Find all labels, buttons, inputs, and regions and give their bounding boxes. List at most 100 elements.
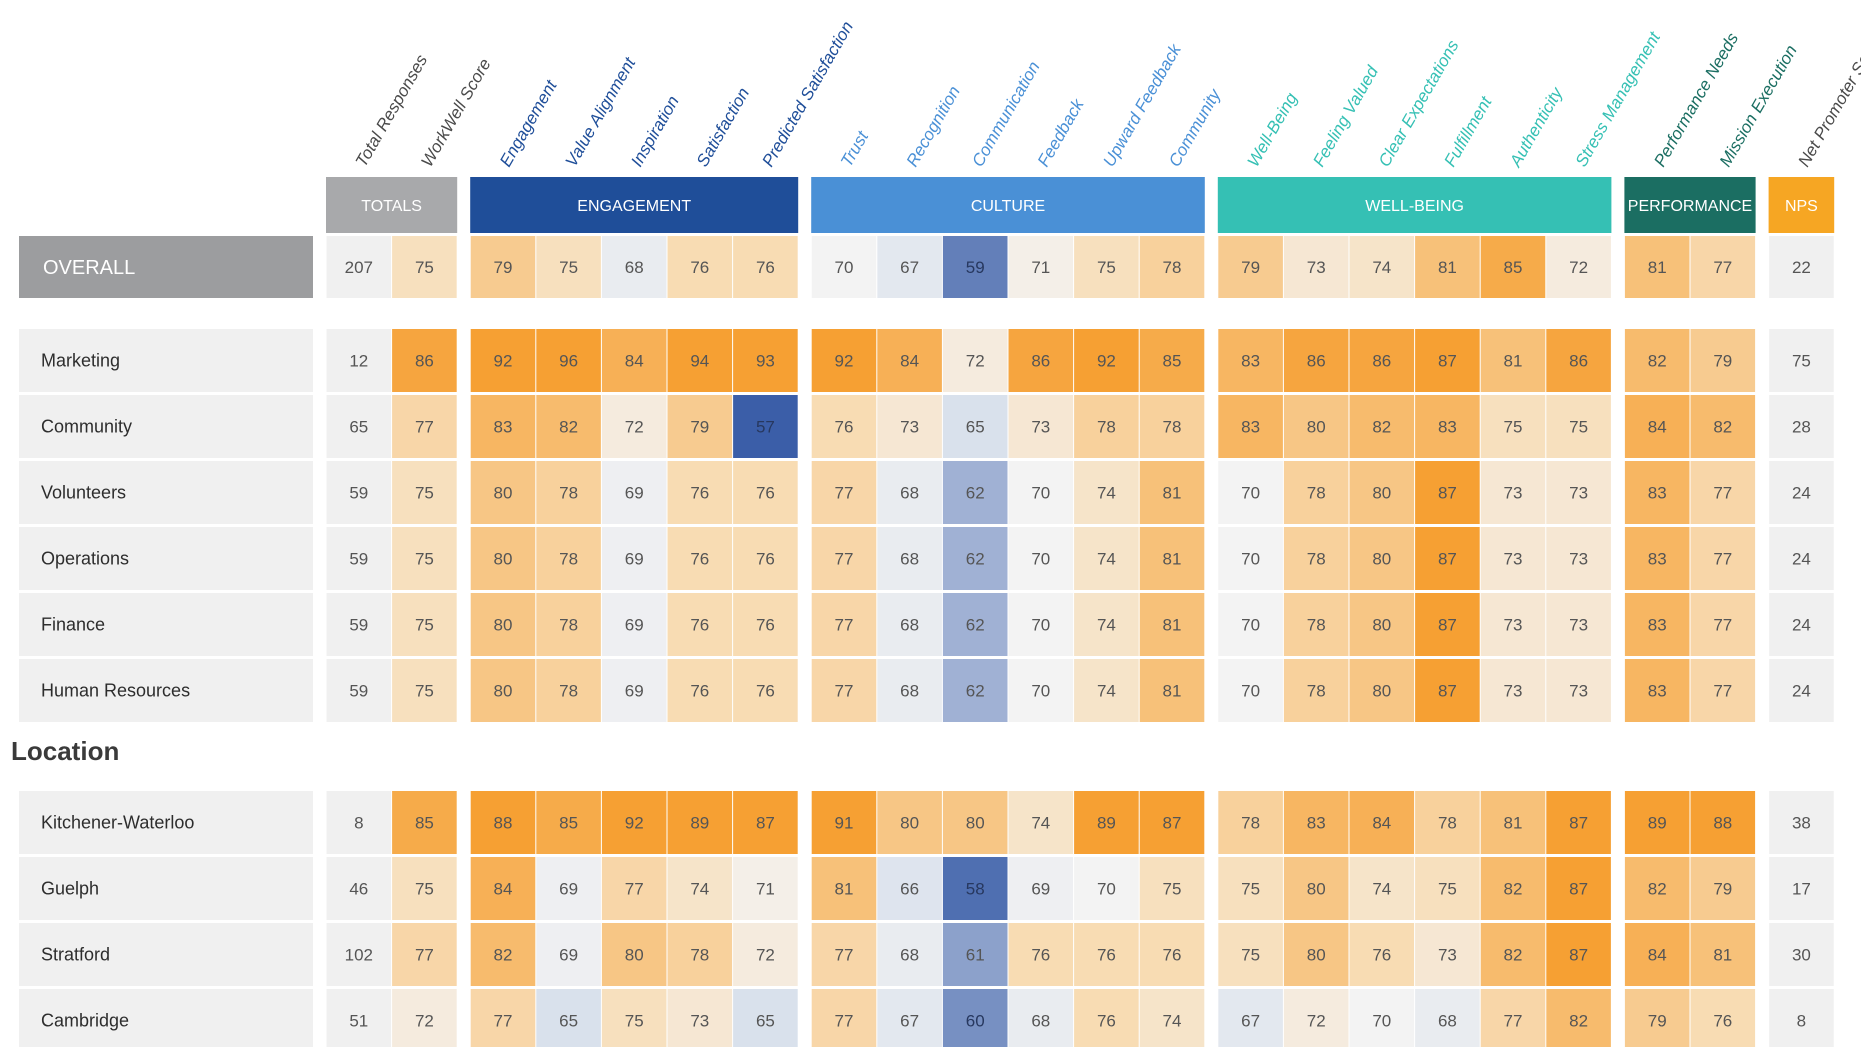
row-cell: [811, 527, 877, 590]
row-value: 77: [1713, 550, 1732, 569]
row-cell: [1074, 593, 1139, 656]
row-value: 83: [1648, 550, 1667, 569]
row-cell: [601, 395, 667, 458]
row-cell: [1769, 329, 1834, 392]
row-value: 82: [1504, 946, 1523, 965]
row-cell: [1074, 461, 1139, 524]
row-cell: [1283, 791, 1349, 854]
overall-cell: [1690, 236, 1756, 298]
row-cell: [1139, 329, 1205, 392]
row-cell: [1218, 989, 1283, 1047]
row-cell: [1769, 989, 1834, 1047]
row-value: 80: [494, 484, 513, 503]
overall-cell: [326, 236, 392, 298]
row-value: 77: [835, 946, 854, 965]
row-value: 87: [1438, 682, 1457, 701]
row-cell: [733, 857, 798, 920]
overall-value: 207: [345, 258, 373, 277]
row-cell: [1624, 923, 1690, 986]
row-cell: [1690, 395, 1756, 458]
row-cell: [733, 791, 798, 854]
row-cell: [1769, 593, 1834, 656]
overall-cell: [1624, 236, 1690, 298]
row-value: 73: [900, 418, 919, 437]
column-label: Fulfillment: [1440, 92, 1496, 170]
row-cell: [392, 923, 457, 986]
row-value: 78: [1097, 418, 1116, 437]
row-cell: [1218, 461, 1283, 524]
row-cell: [1415, 461, 1480, 524]
row-value: 92: [1097, 352, 1116, 371]
row-value: 81: [1504, 814, 1523, 833]
row-cell: [811, 659, 877, 722]
row-value: 65: [349, 418, 368, 437]
column-label: Well-Being: [1244, 89, 1302, 170]
row-cell: [536, 395, 601, 458]
row-value: 83: [1648, 616, 1667, 635]
row-cell: [1769, 461, 1834, 524]
overall-value: 71: [1031, 258, 1050, 277]
row-cell: [1139, 857, 1205, 920]
row-value: 74: [1097, 550, 1116, 569]
row-value: 76: [690, 550, 709, 569]
row-value: 74: [690, 880, 709, 899]
row-cell: [877, 659, 942, 722]
section-title: Location: [11, 736, 119, 766]
row-value: 79: [1713, 880, 1732, 899]
row-value: 77: [1713, 484, 1732, 503]
row-cell: [470, 857, 536, 920]
row-value: 75: [1438, 880, 1457, 899]
row-cell: [1480, 923, 1546, 986]
row-label-bg: [19, 329, 313, 392]
row-value: 72: [966, 352, 985, 371]
row-value: 77: [1713, 682, 1732, 701]
row-cell: [1139, 923, 1205, 986]
row-cell: [1008, 659, 1074, 722]
row-cell: [811, 461, 877, 524]
row-cell: [1074, 527, 1139, 590]
row-value: 72: [625, 418, 644, 437]
row-value: 92: [835, 352, 854, 371]
row-cell: [1415, 527, 1480, 590]
row-value: 74: [1097, 484, 1116, 503]
row-cell: [733, 593, 798, 656]
row-value: 70: [1241, 682, 1260, 701]
row-value: 24: [1792, 550, 1811, 569]
row-value: 83: [1648, 682, 1667, 701]
row-cell: [392, 857, 457, 920]
row-cell: [1008, 989, 1074, 1047]
row-cell: [1624, 527, 1690, 590]
row-cell: [1769, 923, 1834, 986]
row-value: 81: [1163, 616, 1182, 635]
row-value: 12: [349, 352, 368, 371]
row-cell: [733, 923, 798, 986]
row-value: 84: [1648, 418, 1667, 437]
row-value: 70: [1241, 550, 1260, 569]
row-cell: [1690, 791, 1756, 854]
overall-value: 22: [1792, 258, 1811, 277]
row-value: 78: [1307, 550, 1326, 569]
row-cell: [1218, 329, 1283, 392]
row-cell: [392, 791, 457, 854]
row-cell: [667, 923, 733, 986]
row-cell: [942, 329, 1008, 392]
row-cell: [1074, 989, 1139, 1047]
row-value: 80: [966, 814, 985, 833]
row-value: 59: [349, 682, 368, 701]
row-value: 81: [1163, 682, 1182, 701]
row-cell: [1218, 395, 1283, 458]
row-value: 84: [625, 352, 644, 371]
overall-cell: [733, 236, 798, 298]
row-value: 68: [900, 946, 919, 965]
row-value: 75: [415, 880, 434, 899]
overall-cell: [536, 236, 601, 298]
row-label: Volunteers: [41, 483, 126, 503]
row-cell: [536, 791, 601, 854]
row-cell: [601, 527, 667, 590]
row-value: 73: [1438, 946, 1457, 965]
overall-cell: [1415, 236, 1480, 298]
row-value: 74: [1097, 682, 1116, 701]
row-value: 81: [1713, 946, 1732, 965]
row-cell: [1139, 395, 1205, 458]
row-cell: [1349, 791, 1415, 854]
